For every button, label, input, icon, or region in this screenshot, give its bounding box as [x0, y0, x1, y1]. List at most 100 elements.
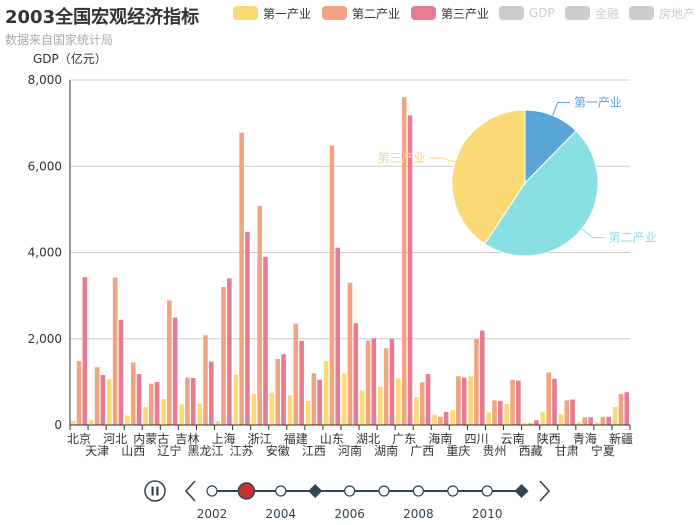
timeline-point-2011[interactable]: [514, 484, 529, 498]
bar-第三产业-甘肃[interactable]: [570, 399, 575, 425]
bar-第二产业-甘肃[interactable]: [564, 400, 570, 425]
chevron-left-icon[interactable]: [184, 480, 196, 502]
bar-第二产业-四川[interactable]: [474, 338, 479, 425]
bar-第一产业-浙江[interactable]: [251, 393, 257, 425]
bar-第三产业-河北[interactable]: [118, 319, 124, 425]
bar-第二产业-辽宁[interactable]: [167, 300, 172, 425]
legend-item-tertiary[interactable]: 第三产业: [411, 4, 489, 22]
bar-第二产业-宁夏[interactable]: [600, 416, 606, 425]
bar-第一产业-山东[interactable]: [323, 361, 329, 425]
chevron-right-icon[interactable]: [539, 480, 551, 502]
bar-第二产业-上海[interactable]: [221, 287, 226, 425]
bar-第二产业-福建[interactable]: [293, 323, 299, 425]
bar-第三产业-江西[interactable]: [317, 379, 322, 425]
bar-第二产业-天津[interactable]: [94, 367, 100, 425]
legend-item-finance[interactable]: 金融: [565, 4, 619, 22]
bar-第二产业-内蒙古[interactable]: [148, 383, 154, 425]
legend-item-real-estate[interactable]: 房地产: [629, 4, 695, 22]
legend-item-secondary[interactable]: 第二产业: [322, 4, 400, 22]
bar-第一产业-青海[interactable]: [576, 422, 582, 425]
bar-第二产业-贵州[interactable]: [492, 400, 497, 425]
bar-第一产业-贵州[interactable]: [486, 412, 492, 425]
bar-第一产业-四川[interactable]: [468, 376, 473, 425]
bar-第一产业-江西[interactable]: [305, 400, 311, 425]
bar-第二产业-山西[interactable]: [130, 362, 136, 425]
bar-第三产业-吉林[interactable]: [190, 377, 196, 425]
bar-第一产业-宁夏[interactable]: [594, 422, 600, 425]
bar-第二产业-陕西[interactable]: [546, 372, 552, 425]
bar-第一产业-福建[interactable]: [287, 395, 293, 425]
bar-第二产业-吉林[interactable]: [185, 377, 190, 425]
bar-第三产业-重庆[interactable]: [461, 377, 467, 425]
bar-第二产业-青海[interactable]: [582, 417, 588, 425]
bar-第三产业-河南[interactable]: [353, 323, 359, 425]
bar-第一产业-甘肃[interactable]: [558, 414, 564, 425]
bar-第二产业-海南[interactable]: [438, 416, 443, 425]
bar-第一产业-广东[interactable]: [396, 378, 401, 425]
bar-第二产业-广西[interactable]: [419, 382, 425, 425]
bar-第一产业-西藏[interactable]: [522, 422, 528, 425]
legend-item-primary[interactable]: 第一产业: [233, 4, 311, 22]
bar-第一产业-河北[interactable]: [107, 379, 112, 425]
timeline-current-2003[interactable]: [237, 482, 256, 500]
timeline-point-2010[interactable]: [481, 485, 493, 497]
bar-第三产业-山东[interactable]: [335, 247, 341, 425]
bar-第一产业-广西[interactable]: [414, 396, 419, 425]
bar-第二产业-河北[interactable]: [112, 277, 118, 425]
bar-第三产业-云南[interactable]: [516, 380, 521, 425]
bar-第二产业-西藏[interactable]: [528, 423, 533, 425]
bar-第一产业-天津[interactable]: [88, 419, 94, 425]
bar-第二产业-湖北[interactable]: [365, 340, 371, 425]
bar-第三产业-湖南[interactable]: [389, 338, 395, 425]
bar-第一产业-北京[interactable]: [70, 420, 76, 425]
bar-第二产业-安徽[interactable]: [275, 359, 281, 425]
bar-第一产业-安徽[interactable]: [269, 392, 275, 425]
bar-第一产业-陕西[interactable]: [540, 412, 546, 425]
bar-第二产业-浙江[interactable]: [257, 205, 262, 425]
pie-slice-第二产业[interactable]: [484, 130, 599, 257]
pause-icon[interactable]: [144, 480, 166, 502]
bar-第一产业-重庆[interactable]: [450, 410, 455, 425]
bar-第三产业-黑龙江[interactable]: [208, 361, 214, 425]
bar-第三产业-广西[interactable]: [425, 374, 431, 425]
bar-第三产业-青海[interactable]: [588, 417, 593, 425]
bar-第一产业-湖南[interactable]: [378, 386, 383, 425]
bar-第三产业-内蒙古[interactable]: [154, 381, 160, 425]
bar-第二产业-广东[interactable]: [401, 97, 407, 425]
bar-第三产业-四川[interactable]: [479, 330, 485, 425]
bar-第一产业-山西[interactable]: [125, 415, 130, 425]
bar-第二产业-山东[interactable]: [329, 145, 335, 426]
bar-第二产业-河南[interactable]: [347, 282, 353, 425]
bar-第三产业-江苏[interactable]: [245, 231, 250, 425]
bar-第二产业-北京[interactable]: [76, 361, 82, 425]
bar-第三产业-广东[interactable]: [407, 115, 413, 426]
legend-item-gdp[interactable]: GDP: [499, 4, 555, 22]
bar-第一产业-上海[interactable]: [215, 421, 221, 425]
bar-第一产业-湖北[interactable]: [359, 390, 365, 426]
bar-第三产业-辽宁[interactable]: [172, 317, 178, 425]
bar-第二产业-新疆[interactable]: [618, 393, 624, 425]
timeline-point-2005[interactable]: [308, 484, 323, 498]
bar-第一产业-新疆[interactable]: [612, 406, 618, 425]
bar-第一产业-黑龙江[interactable]: [197, 403, 202, 425]
bar-第一产业-辽宁[interactable]: [161, 399, 166, 425]
bar-第一产业-吉林[interactable]: [179, 404, 184, 425]
timeline-point-2006[interactable]: [344, 485, 356, 497]
bar-第二产业-江西[interactable]: [311, 373, 317, 425]
bar-第三产业-新疆[interactable]: [624, 392, 630, 425]
bar-第三产业-天津[interactable]: [100, 374, 106, 425]
timeline-point-2009[interactable]: [447, 485, 459, 497]
bar-第三产业-西藏[interactable]: [534, 420, 539, 425]
bar-第二产业-江苏[interactable]: [239, 132, 244, 426]
timeline-point-2008[interactable]: [412, 485, 424, 497]
bar-第三产业-宁夏[interactable]: [606, 416, 612, 425]
bar-第一产业-河南[interactable]: [341, 373, 347, 425]
bar-第一产业-江苏[interactable]: [233, 374, 239, 425]
bar-第三产业-海南[interactable]: [443, 412, 449, 425]
timeline-point-2002[interactable]: [206, 485, 218, 497]
bar-第三产业-上海[interactable]: [227, 278, 232, 425]
bar-第二产业-重庆[interactable]: [456, 376, 461, 425]
bar-第一产业-内蒙古[interactable]: [143, 406, 148, 425]
bar-第三产业-浙江[interactable]: [263, 256, 268, 425]
bar-第二产业-湖南[interactable]: [383, 348, 389, 425]
